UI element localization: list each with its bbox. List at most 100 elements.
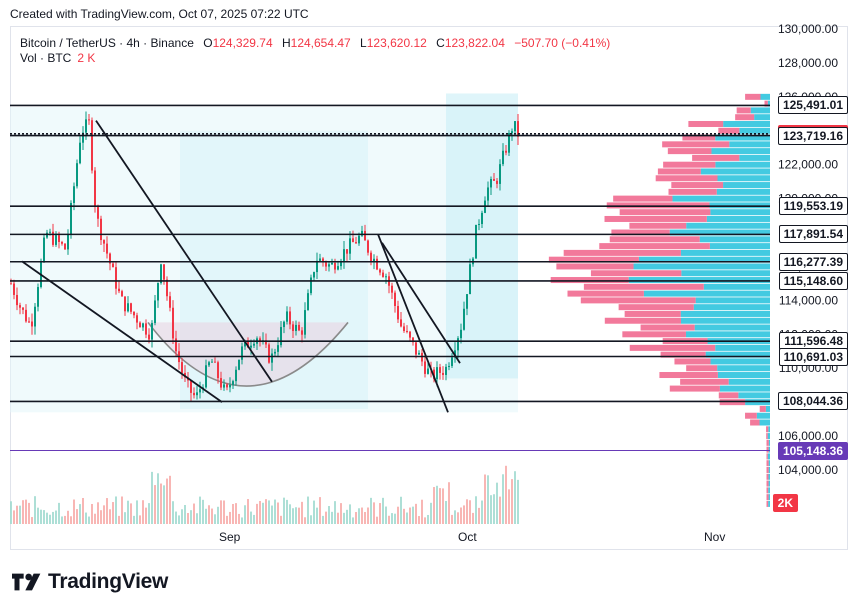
candle-body: [328, 264, 330, 267]
volume-bar: [193, 503, 195, 524]
candle-body: [25, 309, 27, 322]
candle-body: [277, 345, 279, 352]
candle-body: [517, 121, 519, 137]
volume-bar: [142, 500, 144, 524]
candle-body: [76, 163, 78, 187]
volume-bar: [70, 516, 72, 524]
volume-value: 2 K: [77, 51, 96, 65]
profile-up-bar: [768, 460, 770, 467]
volume-bar: [241, 517, 243, 524]
candle-body: [292, 324, 294, 332]
candle-body: [358, 235, 360, 244]
volume-bar: [439, 488, 441, 524]
candle-body: [334, 262, 336, 270]
candle-body: [169, 296, 171, 308]
volume-bar: [397, 506, 399, 524]
volume-bar: [379, 503, 381, 524]
volume-bar: [106, 498, 108, 524]
candle-body: [13, 283, 15, 295]
candle-body: [139, 322, 141, 328]
candle-body: [34, 306, 36, 327]
profile-up-bar: [768, 467, 770, 473]
candle-body: [322, 258, 324, 263]
candle-body: [127, 303, 129, 312]
candle-body: [397, 306, 399, 320]
profile-up-bar: [760, 93, 770, 100]
volume-bar: [52, 511, 54, 524]
volume-bar: [373, 502, 375, 524]
profile-up-bar: [680, 317, 770, 324]
candle-body: [448, 365, 450, 367]
volume-bar: [85, 512, 87, 524]
volume-bar: [454, 510, 456, 524]
candle-body: [286, 311, 288, 322]
close-value: 123,822.04: [444, 36, 505, 50]
volume-bar: [376, 516, 378, 524]
volume-bar: [184, 504, 186, 524]
candle-body: [409, 331, 411, 338]
volume-bar: [109, 509, 111, 524]
time-label-sep: Sep: [219, 530, 241, 544]
profile-down-bar: [764, 100, 768, 107]
candle-body: [403, 326, 405, 331]
candle-body: [70, 202, 72, 236]
candle-body: [10, 283, 12, 285]
candle-body: [28, 321, 30, 323]
volume-bar: [430, 502, 432, 524]
volume-bar: [427, 514, 429, 524]
candles: [10, 111, 519, 402]
volume-bar: [277, 502, 279, 524]
volume-bar: [154, 485, 156, 524]
price-tick-label: 104,000.00: [778, 463, 838, 477]
candle-body: [172, 307, 174, 339]
candle-body: [160, 264, 162, 284]
profile-up-bar: [686, 222, 770, 229]
volume-bar: [127, 500, 129, 524]
candle-body: [115, 267, 117, 289]
volume-bar: [232, 503, 234, 524]
candle-body: [79, 142, 81, 164]
volume-bar: [253, 514, 255, 524]
volume-bar: [133, 515, 135, 524]
volume-bar: [214, 514, 216, 524]
candle-body: [460, 329, 462, 339]
trendline-line-c: [377, 233, 449, 413]
profile-down-bar: [750, 419, 760, 426]
profile-down-bar: [657, 168, 701, 175]
volume-bar: [514, 471, 516, 524]
cup-pattern: [147, 321, 349, 387]
profile-down-bar: [766, 453, 768, 460]
volume-bar: [364, 511, 366, 524]
volume-bar: [43, 510, 45, 524]
candle-body: [22, 307, 24, 310]
candle-body: [100, 218, 102, 241]
volume-bar: [160, 483, 162, 524]
candle-body: [49, 231, 51, 233]
candle-body: [481, 212, 483, 224]
profile-up-bar: [728, 378, 770, 385]
volume-bar: [331, 511, 333, 524]
tradingview-brand[interactable]: TradingView: [12, 570, 168, 594]
volume-bar: [244, 505, 246, 524]
trendlines[interactable]: [21, 120, 461, 413]
profile-up-bar: [768, 439, 770, 446]
low-value: 123,620.12: [366, 36, 427, 50]
candle-body: [475, 224, 477, 259]
profile-up-bar: [723, 182, 770, 189]
volume-bar: [460, 507, 462, 524]
volume-bar: [31, 517, 33, 524]
volume-bar: [250, 511, 252, 524]
candle-body: [205, 365, 207, 388]
candle-body: [412, 337, 414, 343]
profile-down-bar: [640, 324, 695, 331]
profile-up-bar: [711, 148, 770, 155]
profile-up-bar: [703, 283, 770, 290]
candle-body: [82, 132, 84, 143]
candle-body: [478, 223, 480, 225]
profile-up-bar: [754, 114, 770, 121]
profile-up-bar: [717, 372, 770, 379]
candle-body: [343, 249, 345, 262]
candle-body: [274, 351, 276, 354]
volume-bars: [10, 465, 519, 524]
